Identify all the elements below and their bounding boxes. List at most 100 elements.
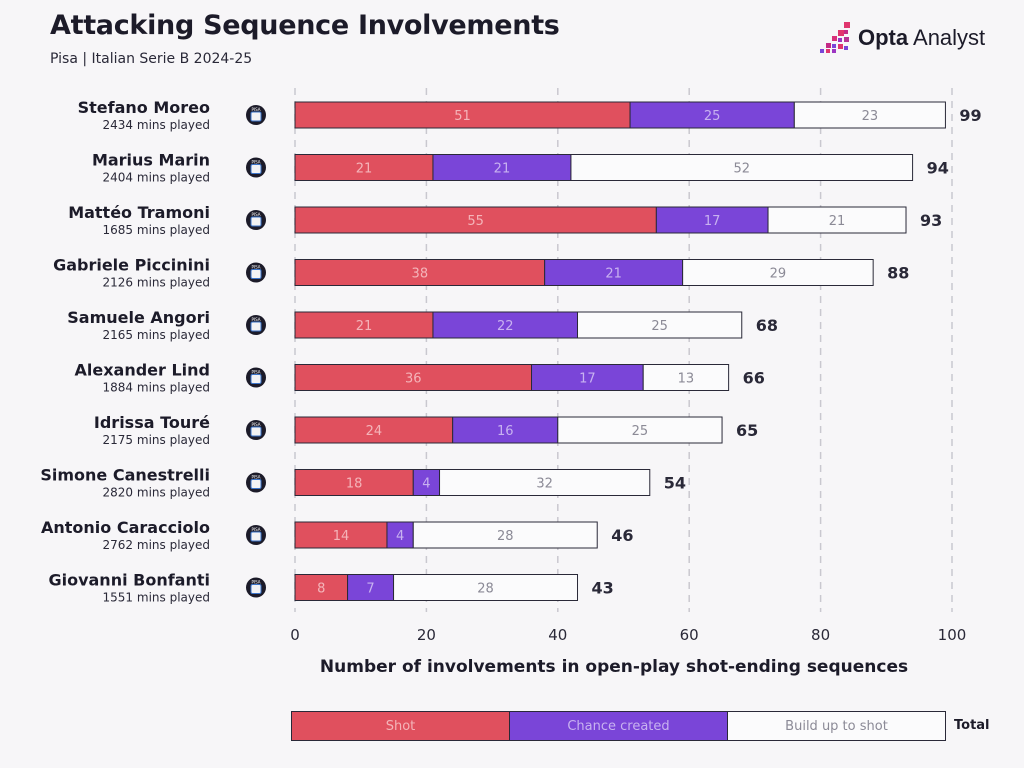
data-label: 28 (497, 529, 514, 544)
crest-shield-icon (250, 479, 262, 489)
player-minutes: 1551 mins played (103, 591, 210, 605)
bar-build-up (439, 469, 651, 496)
x-tick-label: 20 (417, 626, 436, 644)
player-name: Marius Marin (92, 151, 210, 170)
x-tick-label: 40 (548, 626, 567, 644)
total-label: 43 (592, 579, 614, 598)
x-axis-title: Number of involvements in open-play shot… (319, 657, 909, 677)
data-label: 14 (333, 529, 350, 544)
total-label: 65 (736, 421, 758, 440)
data-label: 23 (862, 109, 879, 124)
chart-subtitle: Pisa | Italian Serie B 2024-25 (50, 51, 253, 67)
x-tick-label: 100 (938, 626, 967, 644)
crest-text: PISA (252, 212, 261, 217)
crest-text: PISA (252, 580, 261, 585)
bar-shot (294, 574, 349, 601)
data-label: 29 (770, 267, 787, 282)
bar-build-up (682, 259, 874, 286)
data-label: 24 (366, 424, 383, 439)
bar-build-up (577, 311, 743, 339)
total-label: 88 (887, 264, 909, 283)
bar-build-up (393, 574, 579, 601)
total-label: 54 (664, 474, 686, 493)
bar-build-up (412, 521, 598, 549)
legend-shot: Shot (291, 711, 510, 741)
crest-shield-icon (250, 531, 262, 542)
data-label: 25 (651, 319, 668, 334)
data-label: 21 (829, 214, 846, 229)
legend: Shot Chance created Build up to shot (291, 711, 946, 741)
player-name: Samuele Angori (67, 308, 210, 327)
total-label: 68 (756, 316, 778, 335)
data-label: 17 (704, 214, 721, 229)
bar-shot (294, 311, 434, 339)
player-minutes: 2404 mins played (103, 171, 210, 185)
bar-chance-created (629, 101, 795, 129)
chart-title: Attacking Sequence Involvements (50, 10, 560, 41)
bar-build-up (767, 206, 907, 234)
bar-build-up (557, 416, 723, 444)
player-name: Giovanni Bonfanti (48, 571, 210, 590)
data-label: 21 (356, 319, 373, 334)
bar-build-up (570, 154, 914, 181)
data-label: 25 (704, 109, 721, 124)
data-label: 32 (536, 477, 553, 492)
crest-shield-icon (250, 164, 262, 174)
player-minutes: 2434 mins played (103, 118, 210, 132)
brand-name: Opta Analyst (858, 25, 986, 50)
data-label: 8 (317, 582, 325, 597)
player-minutes: 2762 mins played (103, 538, 210, 552)
legend-build-up: Build up to shot (728, 711, 946, 741)
crest-text: PISA (252, 265, 261, 270)
player-minutes: 2175 mins played (103, 433, 210, 447)
crest-text: PISA (252, 317, 261, 322)
data-label: 28 (477, 582, 494, 597)
data-label: 25 (632, 424, 649, 439)
player-name: Idrissa Touré (94, 413, 210, 432)
x-tick-label: 0 (290, 626, 300, 644)
bar-build-up (642, 364, 730, 391)
data-label: 52 (733, 162, 750, 177)
bar-shot (294, 206, 657, 234)
crest-text: PISA (252, 475, 261, 480)
bar-shot (294, 416, 454, 444)
data-label: 7 (366, 582, 374, 597)
crest-shield-icon (250, 374, 262, 384)
player-minutes: 1884 mins played (103, 381, 210, 395)
player-name: Antonio Caracciolo (41, 518, 210, 537)
data-label: 21 (356, 162, 373, 177)
crest-text: PISA (252, 422, 261, 427)
bar-chance-created (432, 154, 572, 181)
player-minutes: 2126 mins played (103, 276, 210, 290)
player-name: Mattéo Tramoni (68, 203, 210, 222)
crest-text: PISA (252, 160, 261, 165)
bar-chance-created (432, 311, 579, 339)
bar-chance-created (386, 521, 414, 549)
bar-shot (294, 521, 388, 549)
data-label: 17 (579, 372, 596, 387)
x-tick-label: 60 (680, 626, 699, 644)
player-name: Stefano Moreo (78, 98, 210, 117)
crest-shield-icon (250, 584, 262, 594)
player-name: Alexander Lind (74, 361, 210, 380)
total-label: 93 (920, 211, 942, 230)
data-label: 21 (494, 162, 511, 177)
total-label: 46 (611, 526, 633, 545)
bar-chance-created (531, 364, 644, 391)
crest-text: PISA (252, 107, 261, 112)
data-label: 51 (454, 109, 471, 124)
crest-shield-icon (250, 321, 262, 332)
data-label: 21 (605, 267, 622, 282)
data-label: 38 (412, 267, 429, 282)
data-label: 4 (396, 529, 404, 544)
player-minutes: 2820 mins played (103, 486, 210, 500)
bar-build-up (793, 101, 946, 129)
x-tick-label: 80 (811, 626, 830, 644)
player-minutes: 1685 mins played (103, 223, 210, 237)
total-label: 94 (927, 159, 949, 178)
bar-shot (294, 469, 414, 496)
crest-text: PISA (252, 527, 261, 532)
bar-chance-created (452, 416, 559, 444)
legend-total: Total (954, 718, 990, 733)
